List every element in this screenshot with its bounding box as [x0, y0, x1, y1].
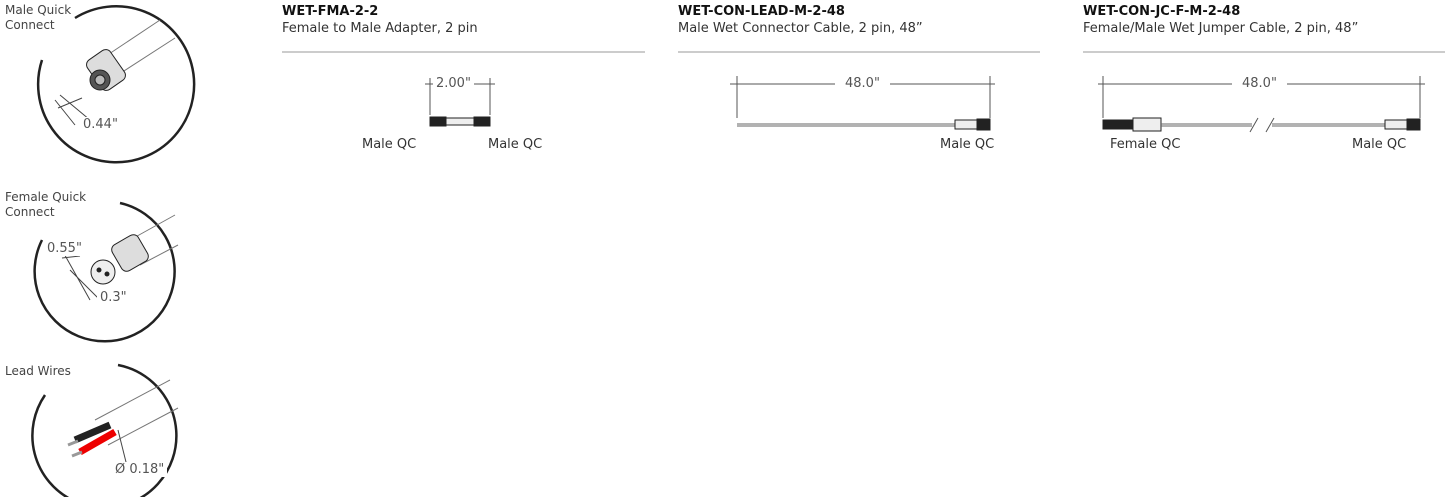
end-label: Male QC	[940, 137, 995, 152]
product-sku: WET-CON-LEAD-M-2-48	[678, 4, 845, 19]
callout-label: Male Quick Connect	[5, 3, 72, 32]
end-label: Male QC	[1352, 137, 1407, 152]
length-label: 48.0"	[1232, 76, 1287, 91]
end-label: Female QC	[1110, 137, 1181, 152]
lead-wires-detail	[31, 363, 179, 497]
product-description: Male Wet Connector Cable, 2 pin, 48”	[678, 21, 923, 36]
length-label: 48.0"	[835, 76, 890, 91]
end-label: Male QC	[362, 137, 417, 152]
female-qc-detail	[33, 201, 179, 343]
callout-dimension: 0.55"	[44, 241, 85, 256]
callout-dimension: 0.3"	[97, 290, 130, 305]
callout-dimension: Ø 0.18"	[112, 462, 168, 477]
callout-dimension: 0.44"	[80, 117, 121, 132]
length-label: 2.00"	[433, 76, 474, 91]
callout-label: Lead Wires	[5, 364, 71, 378]
jumper-cable-drawing	[1098, 76, 1425, 133]
product-sku: WET-FMA-2-2	[282, 4, 379, 19]
male-qc-detail	[36, 5, 196, 164]
product-sku: WET-CON-JC-F-M-2-48	[1083, 4, 1241, 19]
end-label: Male QC	[488, 137, 543, 152]
product-description: Female/Male Wet Jumper Cable, 2 pin, 48”	[1083, 21, 1359, 36]
callout-label: Female Quick Connect	[5, 190, 87, 219]
product-description: Female to Male Adapter, 2 pin	[282, 21, 478, 36]
